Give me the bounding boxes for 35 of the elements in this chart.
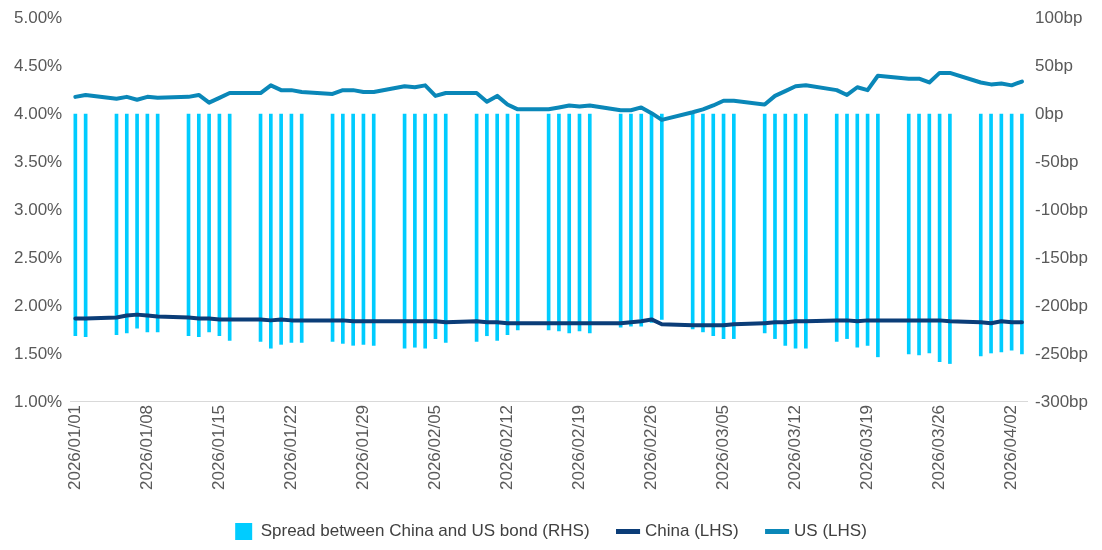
y-tick-label: 3.50% <box>14 151 63 171</box>
y2-tick-label: -200bp <box>1035 295 1088 315</box>
y2-tick-label: -250bp <box>1035 343 1088 363</box>
y-tick-label: 2.50% <box>14 247 63 267</box>
x-tick-label: 2026/03/05 <box>713 404 733 491</box>
legend-label: China (LHS) <box>645 521 739 541</box>
y-tick-label: 4.00% <box>14 103 63 123</box>
x-tick-label: 2026/03/12 <box>785 404 805 491</box>
y-tick-label: 1.00% <box>14 391 63 411</box>
x-tick-label: 2026/02/26 <box>641 404 661 491</box>
y2-tick-label: -50bp <box>1035 151 1079 171</box>
y2-tick-label: 0bp <box>1035 103 1064 123</box>
y2-tick-label: -300bp <box>1035 391 1088 411</box>
y-tick-label: 3.00% <box>14 199 63 219</box>
x-tick-label: 2026/02/05 <box>425 404 445 491</box>
x-tick-label: 2026/01/01 <box>65 404 85 491</box>
x-tick-label: 2026/04/02 <box>1001 404 1021 491</box>
legend-label: Spread between China and US bond (RHS) <box>260 521 590 541</box>
x-tick-label: 2026/03/26 <box>929 404 949 491</box>
x-tick-label: 2026/01/15 <box>209 404 229 491</box>
y-tick-label: 4.50% <box>14 55 63 75</box>
x-tick-label: 2026/03/19 <box>857 404 877 491</box>
y2-tick-label: 100bp <box>1035 7 1083 27</box>
y2-tick-label: 50bp <box>1035 55 1073 75</box>
x-tick-label: 2026/01/08 <box>137 404 157 491</box>
x-tick-label: 2026/01/22 <box>281 404 301 491</box>
y2-tick-label: -150bp <box>1035 247 1088 267</box>
y2-tick-label: -100bp <box>1035 199 1088 219</box>
legend-label: US (LHS) <box>794 521 867 541</box>
y-tick-label: 5.00% <box>14 7 63 27</box>
y-tick-label: 2.00% <box>14 295 63 315</box>
x-tick-label: 2026/02/19 <box>569 404 589 491</box>
x-tick-label: 2026/02/12 <box>497 404 517 491</box>
y-tick-label: 1.50% <box>14 343 63 363</box>
x-tick-label: 2026/01/29 <box>353 404 373 491</box>
